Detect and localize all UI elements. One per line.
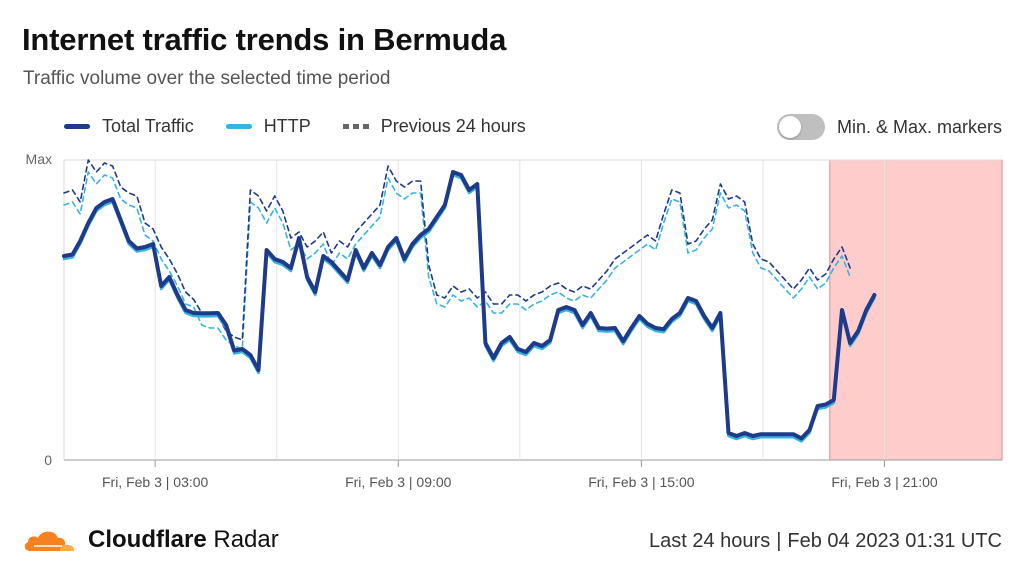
separator: |	[776, 530, 782, 552]
brand-name-light: Radar	[213, 526, 279, 553]
toggle-knob	[778, 116, 801, 138]
y-tick-label-max: Max	[26, 151, 52, 167]
brand-name: Cloudflare Radar	[88, 526, 279, 554]
legend-swatch-previous-24-hours	[342, 124, 369, 129]
legend-item-total-traffic[interactable]: Total Traffic	[64, 116, 194, 137]
brand-name-bold: Cloudflare	[88, 526, 207, 553]
legend-item-previous-24-hours[interactable]: Previous 24 hours	[342, 116, 526, 137]
legend-label-http: HTTP	[263, 116, 311, 136]
min-max-markers-toggle[interactable]	[776, 114, 825, 140]
page-title: Internet traffic trends in Bermuda	[22, 22, 507, 57]
cloudflare-cloud-icon	[24, 531, 75, 551]
timestamp: Feb 04 2023 01:31 UTC	[787, 530, 1002, 552]
min-max-markers-label: Min. & Max. markers	[836, 116, 1002, 137]
series-line-previous-24-hours	[63, 159, 851, 341]
chart-legend: Total Traffic HTTP Previous 24 hours	[64, 116, 558, 137]
min-max-markers-control: Min. & Max. markers	[776, 114, 1002, 140]
x-tick-label: Fri, Feb 3 | 03:00	[102, 474, 209, 490]
series-line-total-traffic	[62, 170, 877, 441]
legend-label-previous-24-hours: Previous 24 hours	[380, 116, 526, 136]
x-tick-label: Fri, Feb 3 | 15:00	[588, 474, 695, 490]
legend-swatch-total-traffic	[64, 124, 90, 129]
legend-swatch-http	[225, 124, 252, 129]
series-line-http	[62, 173, 876, 443]
y-tick-label-zero: 0	[44, 452, 52, 468]
series-line-previous-24-hours-http	[63, 171, 851, 350]
highlight-region	[829, 159, 1003, 461]
x-tick-label: Fri, Feb 3 | 09:00	[345, 474, 452, 490]
x-tick-label: Fri, Feb 3 | 21:00	[831, 474, 938, 490]
page-subtitle: Traffic volume over the selected time pe…	[23, 68, 391, 89]
cloudflare-radar-logo: Cloudflare Radar	[22, 526, 279, 554]
traffic-chart: Max 0 Fri, Feb 3 | 03:00 Fri, Feb 3 | 09:00…	[26, 151, 1003, 490]
legend-label-total-traffic: Total Traffic	[102, 116, 194, 136]
time-range-label: Last 24 hours	[649, 530, 771, 552]
legend-item-http[interactable]: HTTP	[225, 116, 311, 137]
time-range-info: Last 24 hours | Feb 04 2023 01:31 UTC	[649, 530, 1002, 553]
